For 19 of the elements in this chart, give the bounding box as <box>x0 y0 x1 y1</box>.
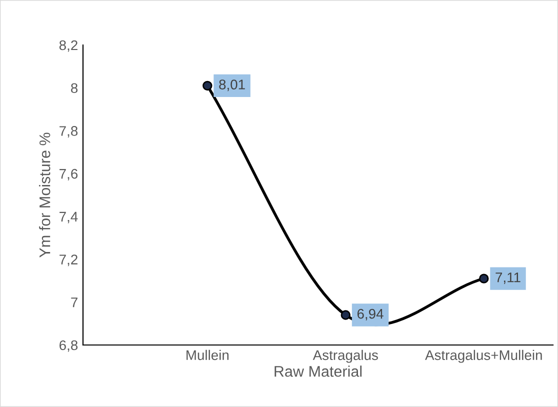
data-label: 7,11 <box>496 272 520 284</box>
y-axis-title: Ym for Moisture % <box>39 132 50 258</box>
point <box>340 310 351 320</box>
y-tick-label: 7,4 <box>60 212 78 224</box>
point <box>479 274 489 284</box>
x-axis-title: Raw Material <box>274 366 362 377</box>
y-tick-label: 7,6 <box>60 168 78 180</box>
data-label: 8,01 <box>219 80 245 92</box>
x-tick-label: Astragalus <box>312 350 378 363</box>
y-tick-label: 8 <box>71 83 78 94</box>
y-tick-label: 7 <box>71 298 78 308</box>
x-tick-label: Mullein <box>186 350 229 360</box>
y-tick-label: 6,8 <box>60 340 78 352</box>
y-tick-label: 7,8 <box>60 126 78 138</box>
data-label: 6,94 <box>357 308 384 320</box>
y-tick-label: 8,2 <box>59 40 78 52</box>
point <box>202 80 212 91</box>
x-tick-label: Astragalus+Mullein <box>425 350 542 363</box>
y-tick-label: 7,2 <box>60 254 78 266</box>
